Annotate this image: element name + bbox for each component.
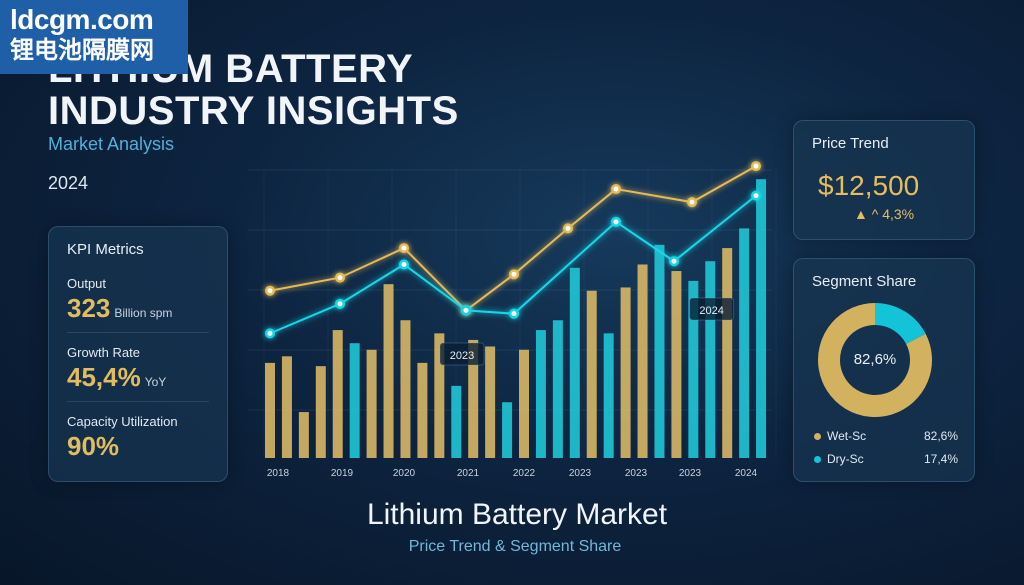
teal-series-point-core [463,307,469,313]
gold-series-point-core [565,225,571,231]
chart-bar [383,284,394,458]
gold-series-point-core [753,163,759,169]
watermark-domain: ldcgm.com [10,4,154,35]
chart-bar [620,287,631,458]
gold-series-line [269,165,757,312]
x-tick-label: 2021 [457,468,480,479]
chart-bar [502,402,513,458]
teal-series-point-core [401,261,407,267]
x-tick-label: 2023 [625,468,648,479]
chart-bar [332,330,343,458]
chart-bar [586,290,597,458]
teal-series-point-core [753,193,759,199]
legend-dry-sc: Dry-Sc 17,4% [814,452,964,466]
x-tick-label: 2023 [569,468,592,479]
chart-bar [298,412,309,458]
chart-bar [519,349,529,458]
x-tick-label: 2023 [679,468,702,479]
legend-wet-sc: Wet-Sc 82,6% [814,429,964,443]
page-year: 2024 [48,173,89,193]
segment-share-card: Segment Share 82,6% Wet-Sc 82,6% Dry-Sc … [793,258,975,482]
chart-bar [637,264,648,458]
teal-series-point-core [267,330,273,336]
gold-series-point-core [337,275,343,281]
chart-bar [671,271,682,458]
kpi-capacity-utilization: Capacity Utilization 90% [67,414,209,470]
price-value: $12,500 [818,170,920,201]
gold-series-point-core [267,288,273,294]
teal-series-point-core [337,301,343,307]
chart-bar [535,330,546,458]
kpi-capacity-value: 90% [67,431,120,461]
chart-bar [417,362,428,458]
footer-subtitle: Price Trend & Segment Share [408,538,622,555]
kpi-growth-value: 45,4% YoY [67,362,167,392]
price-trend-title: Price Trend [812,135,889,152]
chart-bar [705,261,716,458]
chart-bar [739,228,750,458]
chart-bar [485,346,496,458]
chart-bar [281,356,292,458]
chart-bar [688,280,699,458]
legend-dry-sc-dot [814,456,821,464]
donut-slice-dry-sc [874,303,926,345]
chart-bar [451,385,462,458]
kpi-growth-rate: Growth Rate 45,4% YoY [67,345,209,402]
teal-series-point-core [671,258,677,264]
donut-center-label: 82,6% [853,351,897,368]
market-chart: 2023 2024 2018 2019 2020 2021 2022 2023 2023 2023… [248,161,777,479]
watermark-name: 锂电池隔膜网 [10,37,154,64]
gold-series-point-core [613,186,619,192]
chart-bar [722,248,733,458]
page-title: LITHIUM BATTERY INDUSTRY INSIGHTS [48,47,459,133]
chart-bar [315,366,326,458]
kpi-growth-label: Growth Rate [67,345,140,360]
footer-title: Lithium Battery Market [366,498,668,531]
kpi-card-title: KPI Metrics [67,241,144,258]
x-tick-label: 2024 [735,468,758,479]
chart-bar [400,320,411,458]
callout-box [689,297,735,321]
kpi-capacity-label: Capacity Utilization [67,414,178,429]
chart-bar [265,362,275,458]
page-subtitle: Market Analysis [48,134,175,154]
kpi-output-label: Output [67,276,107,291]
price-trend-card: Price Trend $12,500 ▲ ^ 4,3% [793,120,975,240]
callout-box [439,342,485,366]
chart-bar [603,333,614,458]
segment-share-title: Segment Share [812,273,917,290]
teal-series-point-core [511,311,517,317]
gold-series-point-core [511,271,517,277]
price-change: ▲ ^ 4,3% [854,206,915,222]
chart-bar [366,349,377,458]
kpi-output: Output 323 Billion spm [67,276,209,333]
x-tick-label: 2019 [331,468,354,479]
segment-donut: 82,6% [816,301,934,419]
chart-bar [468,339,479,458]
kpi-output-value: 323 Billion spm [67,293,173,323]
callout-label: 2024 [699,305,723,317]
chart-bar [654,244,665,458]
x-tick-label: 2018 [267,468,290,479]
chart-bar [434,333,445,458]
gold-series-point-core [689,199,695,205]
teal-series-line [269,194,757,335]
chart-bar [552,320,563,458]
kpi-card: KPI Metrics Output 323 Billion spm Growth… [48,226,228,482]
donut-slice-wet-sc [818,303,932,417]
callout-label: 2023 [450,350,474,362]
teal-series-point-core [613,219,619,225]
chart-bar [349,343,360,458]
chart-bar [569,267,580,458]
legend-wet-sc-dot [814,433,821,441]
x-tick-label: 2020 [393,468,416,479]
watermark-logo: ldcgm.com 锂电池隔膜网 [0,0,188,74]
x-tick-label: 2022 [513,468,536,479]
chart-bar [756,179,767,458]
gold-series-point-core [401,245,407,251]
